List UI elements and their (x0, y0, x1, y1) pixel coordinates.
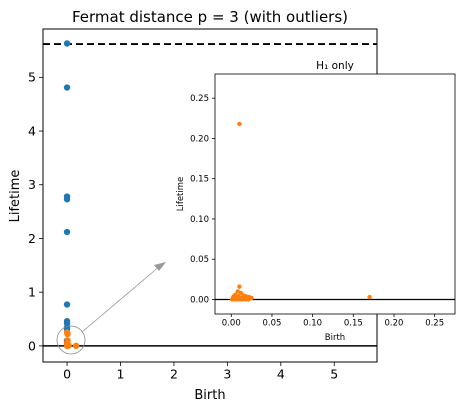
main-x-axis-label: Birth (194, 388, 225, 403)
data-point (63, 329, 71, 336)
inset-x-axis-label: Birth (325, 333, 345, 343)
y-tick-label: 2 (28, 231, 36, 246)
y-tick-label: 0.00 (190, 295, 209, 305)
y-tick-label: 0.25 (190, 94, 209, 104)
main-points (63, 40, 80, 350)
data-point (242, 297, 248, 302)
y-tick-label: 0.10 (190, 215, 209, 225)
data-point (367, 294, 372, 300)
data-point (235, 289, 240, 294)
data-point (63, 342, 71, 350)
x-tick-label: 0.05 (262, 319, 281, 329)
data-point (63, 301, 71, 308)
data-point (72, 342, 80, 350)
y-tick-label: 3 (28, 177, 36, 192)
x-tick-label: 0 (63, 367, 71, 382)
data-point (246, 297, 251, 302)
main-y-axis-label: Lifetime (8, 170, 23, 223)
inset-y-axis-label: Lifetime (176, 177, 186, 212)
y-tick-label: 4 (28, 123, 36, 138)
y-tick-label: 1 (28, 285, 36, 300)
inset-points (229, 121, 372, 302)
main-ticks: 0 1 2 3 4 5 0 1 2 3 4 5 (28, 70, 338, 382)
y-tick-label: 5 (28, 70, 36, 85)
x-tick-label: 1 (117, 367, 125, 382)
x-tick-label: 0.15 (344, 319, 363, 329)
x-tick-label: 0.00 (222, 319, 241, 329)
y-tick-label: 0.20 (190, 134, 209, 144)
data-point (237, 121, 242, 127)
zoom-circle (56, 325, 86, 355)
inset-plot-frame (214, 73, 456, 315)
data-point (237, 284, 242, 289)
data-point (229, 297, 235, 302)
data-point (63, 84, 71, 91)
data-point (63, 40, 71, 47)
x-tick-label: 4 (277, 367, 285, 382)
data-point (236, 297, 241, 302)
x-tick-label: 3 (223, 367, 231, 382)
zoom-arrow-head (154, 262, 166, 271)
x-tick-label: 0.20 (385, 319, 404, 329)
x-tick-label: 5 (330, 367, 338, 382)
y-tick-label: 0.05 (190, 255, 209, 265)
inset-chart: 0.00 0.05 0.10 0.15 0.20 0.25 0.00 0.05 0.10 0.15… (176, 60, 456, 343)
data-point (233, 297, 238, 302)
x-tick-label: 0.25 (425, 319, 444, 329)
data-point (239, 297, 245, 302)
data-point (63, 228, 71, 236)
data-point (249, 295, 254, 301)
y-tick-label: 0 (28, 338, 36, 353)
x-tick-label: 0.10 (303, 319, 322, 329)
data-point (63, 196, 71, 203)
main-chart: 0 1 2 3 4 5 0 1 2 3 4 5 Fermat distance p = 3 (with… (8, 8, 378, 403)
inset-ticks: 0.00 0.05 0.10 0.15 0.20 0.25 0.00 0.05 0.10 0.15… (190, 94, 444, 328)
main-title: Fermat distance p = 3 (with outliers) (72, 8, 348, 26)
y-tick-label: 0.15 (190, 175, 209, 185)
inset-title: H₁ only (316, 60, 354, 72)
zoom-arrow-line (81, 265, 161, 333)
x-tick-label: 2 (170, 367, 178, 382)
